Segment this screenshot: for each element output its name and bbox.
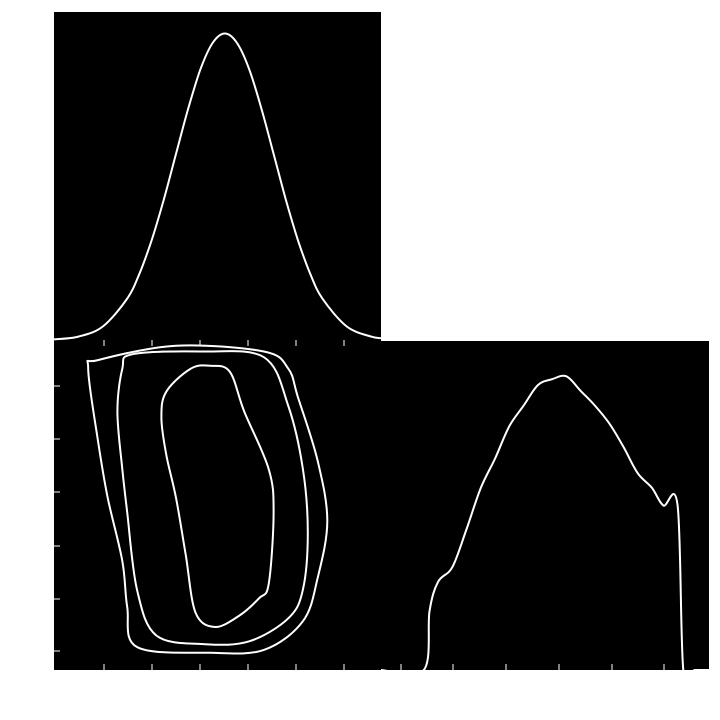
panel-bottom-left-background [54, 340, 381, 670]
panel-bottom-right-background [381, 341, 709, 670]
panel-top-left-background [54, 12, 381, 340]
top-left-density-line-0 [53, 32, 382, 341]
contour-middle [116, 350, 309, 646]
contour-inner [160, 364, 275, 628]
axis-ticks [54, 340, 665, 670]
data-series [53, 32, 709, 684]
bottom-right-density-line-0 [380, 374, 709, 684]
contour-outer [86, 344, 329, 655]
